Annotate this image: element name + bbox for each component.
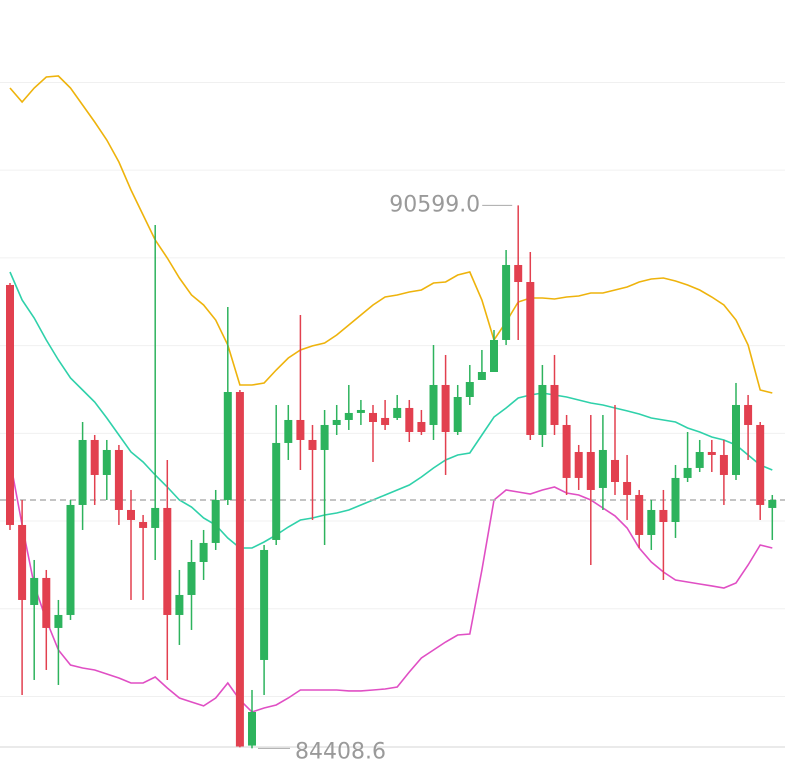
candle-body bbox=[562, 424, 571, 478]
candle-body bbox=[635, 494, 644, 535]
candle-body bbox=[514, 264, 523, 283]
candle-body bbox=[296, 419, 305, 440]
candle-body bbox=[381, 417, 390, 425]
band-line bbox=[9, 75, 773, 394]
candle-body bbox=[417, 421, 426, 432]
candle-body bbox=[211, 499, 220, 543]
candle-body bbox=[756, 424, 765, 505]
candle-body bbox=[6, 284, 14, 525]
candle-body bbox=[284, 419, 293, 443]
candle-body bbox=[90, 439, 99, 475]
candle-body bbox=[611, 459, 619, 482]
candle-body bbox=[453, 396, 462, 432]
candle-body bbox=[127, 509, 135, 520]
candle-body bbox=[175, 594, 184, 615]
candle-body bbox=[30, 577, 39, 605]
candle-body bbox=[671, 477, 680, 522]
candle-body bbox=[526, 282, 535, 435]
candle-body bbox=[683, 467, 692, 478]
candle-body bbox=[114, 449, 123, 510]
candle-body bbox=[332, 419, 341, 425]
candle-body bbox=[272, 442, 281, 540]
candle-body bbox=[187, 561, 196, 595]
candle-body bbox=[369, 412, 377, 422]
candle-body bbox=[18, 524, 27, 600]
candle-body bbox=[659, 509, 668, 522]
candle-body bbox=[695, 451, 704, 468]
candle-body bbox=[163, 507, 172, 615]
candle-body bbox=[260, 549, 269, 660]
candle-body bbox=[623, 481, 632, 495]
candle-body bbox=[465, 382, 474, 397]
candle-body bbox=[102, 449, 111, 475]
candle-body bbox=[139, 521, 148, 528]
candle-body bbox=[308, 439, 317, 450]
candle-body bbox=[550, 384, 559, 425]
candle-body bbox=[538, 384, 547, 435]
candle-body bbox=[235, 391, 244, 747]
band-line bbox=[9, 271, 773, 549]
candle-body bbox=[477, 372, 486, 380]
candle-body bbox=[42, 577, 51, 628]
candle-body bbox=[344, 412, 353, 420]
candle-body bbox=[490, 339, 498, 373]
candle-body bbox=[356, 409, 365, 413]
candle-body bbox=[393, 407, 402, 418]
candle-body bbox=[586, 451, 595, 490]
band-line bbox=[9, 459, 773, 713]
candle-body bbox=[199, 542, 208, 562]
candle-body bbox=[54, 614, 63, 628]
candle-body bbox=[78, 439, 87, 505]
candle-body bbox=[248, 711, 256, 746]
candle-body bbox=[429, 384, 438, 425]
max-label: 90599.0 bbox=[389, 192, 480, 217]
candle-body bbox=[441, 384, 450, 432]
candle-body bbox=[151, 507, 160, 528]
candle-body bbox=[320, 424, 329, 450]
candle-body bbox=[732, 404, 740, 475]
candle-body bbox=[66, 504, 75, 615]
candle-body bbox=[598, 449, 607, 488]
candle-body bbox=[707, 451, 716, 455]
candle-body bbox=[647, 509, 656, 535]
candle-body bbox=[223, 391, 232, 500]
candle-body bbox=[719, 454, 728, 475]
min-label: 84408.6 bbox=[295, 739, 386, 764]
candle-body bbox=[768, 499, 777, 508]
candle-body bbox=[405, 407, 414, 432]
candle-body bbox=[502, 264, 511, 340]
candle-body bbox=[744, 404, 753, 425]
candle-body bbox=[574, 451, 583, 478]
